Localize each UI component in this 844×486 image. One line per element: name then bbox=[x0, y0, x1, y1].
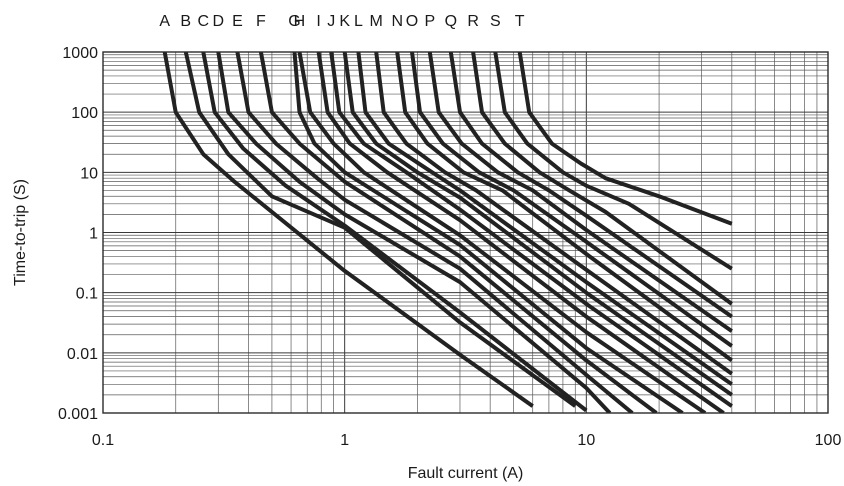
curve-label-d: D bbox=[213, 13, 225, 30]
curve-label-o: O bbox=[406, 13, 418, 30]
curve-label-l: L bbox=[354, 13, 363, 30]
curve-t bbox=[517, 51, 733, 226]
curve-label-n: N bbox=[391, 13, 403, 30]
curve-labels: A B C D E F GH I J K L M N O P Q R S T bbox=[159, 13, 524, 30]
y-tick-label: 0.001 bbox=[58, 406, 98, 423]
curve-b bbox=[183, 51, 577, 408]
curve-q bbox=[448, 51, 733, 319]
x-tick-label: 0.1 bbox=[92, 432, 114, 449]
curve-label-b: B bbox=[180, 13, 191, 30]
curve-r bbox=[471, 51, 733, 306]
x-axis-title: Fault current (A) bbox=[408, 465, 524, 482]
y-tick-label: 100 bbox=[71, 105, 98, 122]
curve-label-g: G bbox=[288, 13, 300, 30]
plot-frame bbox=[102, 51, 829, 414]
curve-c bbox=[201, 51, 588, 413]
curve-label-f: F bbox=[256, 13, 266, 30]
curve-g bbox=[292, 51, 684, 413]
curve-label-p: P bbox=[424, 13, 435, 30]
curve-s bbox=[493, 51, 733, 271]
curve-a bbox=[162, 51, 534, 408]
y-tick-label: 10 bbox=[80, 165, 98, 182]
curve-h bbox=[297, 51, 707, 413]
x-tick-label: 10 bbox=[577, 432, 595, 449]
y-tick-label: 1000 bbox=[62, 45, 98, 62]
curve-n bbox=[395, 51, 733, 363]
x-tick-label: 100 bbox=[815, 432, 842, 449]
curve-label-e: E bbox=[232, 13, 243, 30]
curve-m bbox=[374, 51, 733, 376]
curve-label-t: T bbox=[515, 13, 525, 30]
curve-label-q: Q bbox=[445, 13, 457, 30]
curve-o bbox=[410, 51, 733, 348]
curve-label-j: J bbox=[327, 13, 335, 30]
tick-labels: 0.1 1 10 100 0.001 0.01 0.1 1 10 100 1000 bbox=[58, 45, 841, 449]
curve-label-i: I bbox=[316, 13, 320, 30]
curve-label-r: R bbox=[467, 13, 479, 30]
curve-i bbox=[316, 51, 725, 413]
curve-label-m: M bbox=[369, 13, 382, 30]
curve-label-a: A bbox=[159, 13, 170, 30]
curve-label-h: H bbox=[294, 13, 306, 30]
curve-label-c: C bbox=[198, 13, 210, 30]
curve-p bbox=[427, 51, 733, 333]
y-tick-label: 0.1 bbox=[76, 286, 98, 303]
curve-l bbox=[356, 51, 733, 386]
curve-e bbox=[235, 51, 634, 413]
curve-label-k: K bbox=[339, 13, 350, 30]
curves bbox=[162, 51, 733, 413]
y-tick-label: 1 bbox=[89, 226, 98, 243]
x-tick-label: 1 bbox=[340, 432, 349, 449]
curve-j bbox=[329, 51, 733, 408]
y-axis-title: Time-to-trip (S) bbox=[12, 179, 29, 286]
curve-label-s: S bbox=[490, 13, 501, 30]
curve-d bbox=[216, 51, 612, 413]
curve-f bbox=[258, 51, 658, 413]
curve-k bbox=[342, 51, 733, 397]
y-tick-label: 0.01 bbox=[67, 346, 98, 363]
